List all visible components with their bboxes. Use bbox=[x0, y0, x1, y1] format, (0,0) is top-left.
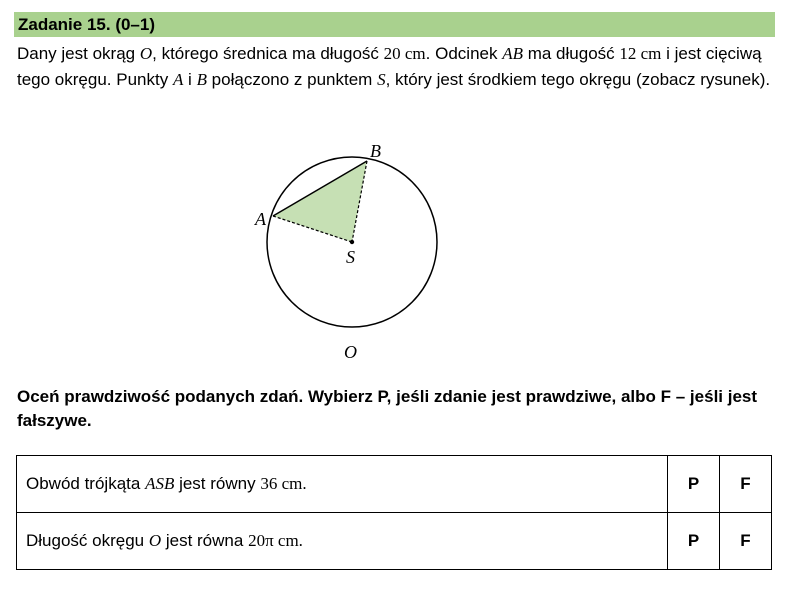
intro-text: ma długość bbox=[523, 44, 620, 63]
intro-text: . Odcinek bbox=[425, 44, 503, 63]
triangle-asb-fill bbox=[273, 161, 367, 242]
circle-figure: A B S O bbox=[240, 135, 460, 370]
option-f-button[interactable]: F bbox=[719, 512, 772, 570]
label-b: B bbox=[370, 141, 381, 161]
circle-diagram: A B S O bbox=[254, 141, 438, 362]
diameter-value: 20 cm bbox=[383, 44, 426, 63]
statement-text: Długość okręgu bbox=[26, 531, 149, 550]
intro-text: połączono z punktem bbox=[206, 70, 378, 89]
statement-text: jest równa bbox=[161, 531, 249, 550]
label-s: S bbox=[346, 247, 355, 267]
intro-text: i bbox=[183, 70, 197, 89]
table-row: Długość okręgu O jest równa 20π cm. P F bbox=[16, 512, 772, 570]
statement-cell: Długość okręgu O jest równa 20π cm. bbox=[16, 512, 668, 570]
radius-bs bbox=[351, 160, 368, 243]
task-header: Zadanie 15. (0–1) bbox=[14, 12, 775, 37]
point-b-symbol: B bbox=[196, 70, 207, 89]
option-p-button[interactable]: P bbox=[667, 455, 720, 513]
statement-text: jest równy bbox=[174, 474, 261, 493]
center-point bbox=[349, 239, 355, 245]
true-false-table: Obwód trójkąta ASB jest równy 36 cm. P F… bbox=[16, 455, 772, 570]
statement-value: 20π cm. bbox=[248, 531, 303, 550]
label-a: A bbox=[254, 209, 267, 229]
label-o: O bbox=[344, 342, 357, 362]
circle-symbol: O bbox=[139, 44, 153, 63]
task-intro: Dany jest okrąg O, którego średnica ma d… bbox=[17, 41, 782, 93]
chord-ab bbox=[272, 160, 368, 217]
statement-value: 36 cm. bbox=[260, 474, 307, 493]
statement-math: ASB bbox=[145, 474, 175, 493]
intro-text: i jest cięciwą tego okręgu. Punkty bbox=[17, 44, 762, 89]
chord-length-value: 12 cm bbox=[619, 44, 662, 63]
intro-text: , którego średnica ma długość bbox=[152, 44, 384, 63]
circle-o bbox=[266, 156, 438, 328]
statement-math: O bbox=[148, 531, 162, 550]
intro-text: Dany jest okrąg bbox=[17, 44, 140, 63]
point-a-symbol: A bbox=[172, 70, 184, 89]
intro-text: , który jest środkiem tego okręgu (zobac… bbox=[385, 70, 771, 89]
option-f-button[interactable]: F bbox=[719, 455, 772, 513]
radius-as bbox=[272, 215, 353, 243]
point-s-symbol: S bbox=[377, 70, 386, 89]
instruction-text: Oceń prawdziwość podanych zdań. Wybierz … bbox=[17, 387, 758, 430]
statement-text: Obwód trójkąta bbox=[26, 474, 146, 493]
option-p-button[interactable]: P bbox=[667, 512, 720, 570]
chord-symbol: AB bbox=[502, 44, 523, 63]
table-row: Obwód trójkąta ASB jest równy 36 cm. P F bbox=[16, 455, 772, 513]
statement-cell: Obwód trójkąta ASB jest równy 36 cm. bbox=[16, 455, 668, 513]
task-title: Zadanie 15. (0–1) bbox=[18, 15, 156, 34]
